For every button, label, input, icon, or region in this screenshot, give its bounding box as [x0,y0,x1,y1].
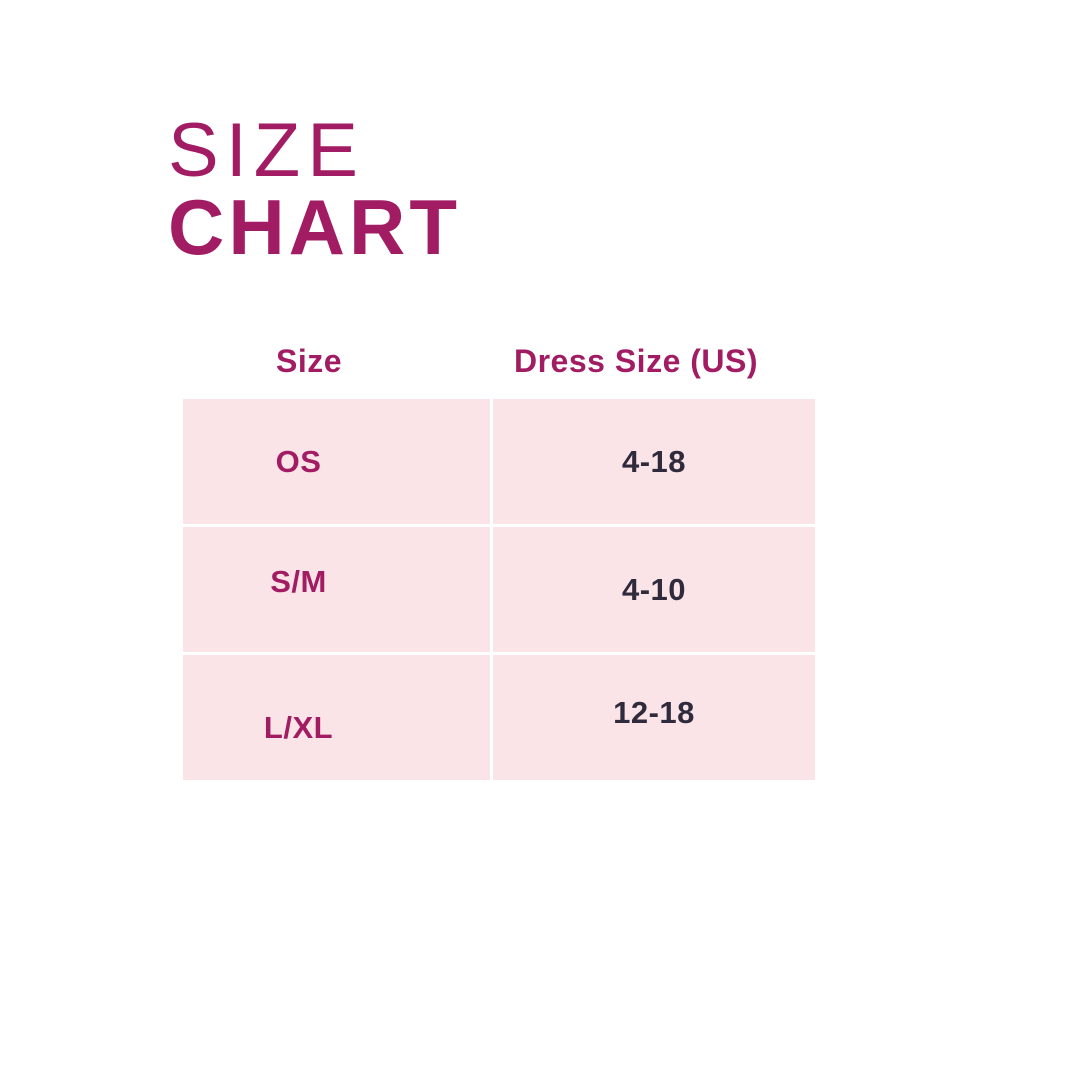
page-title-line-2: CHART [168,183,461,271]
dress-size-value: 12-18 [613,694,695,730]
table-row-sm-size-cell: S/M [183,527,490,652]
page-title-line-1: SIZE [168,108,365,193]
dress-size-value: 4-18 [621,443,687,479]
size-table: OS 4-18 S/M 4-10 L/XL 12-18 [183,399,815,780]
table-header-row: Size Dress Size (US) [183,344,815,378]
page-title: SIZE CHART [168,112,461,266]
column-header-size: Size [275,343,343,379]
table-row-os-size-cell: OS [183,399,490,524]
column-header-dress-size: Dress Size (US) [513,343,759,379]
table-row-lxl-dress-size-cell: 12-18 [493,655,815,780]
size-label: L/XL [263,709,334,745]
size-label: OS [275,443,322,479]
dress-size-value: 4-10 [621,571,687,607]
table-row-sm-dress-size-cell: 4-10 [493,527,815,652]
table-row-lxl-size-cell: L/XL [183,655,490,780]
size-label: S/M [270,563,327,599]
table-row-os-dress-size-cell: 4-18 [493,399,815,524]
